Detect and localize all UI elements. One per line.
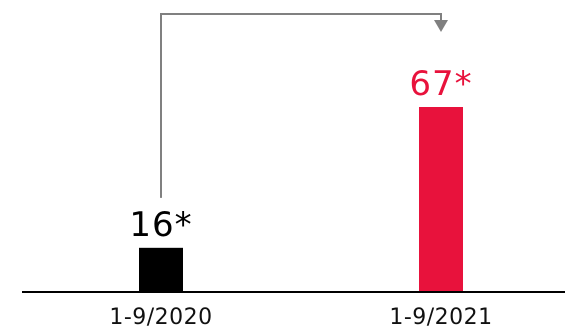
- x-tick-label-1-9/2020: 1-9/2020: [109, 305, 212, 330]
- value-label-1-9/2021: 67*: [409, 64, 472, 104]
- bar-1-9/2021: [419, 107, 463, 292]
- value-labels-group: 16* 67*: [129, 64, 472, 245]
- value-label-1-9/2020: 16*: [129, 205, 192, 245]
- x-tick-labels-group: 1-9/2020 1-9/2021: [109, 305, 492, 330]
- comparison-arrow-line: [160, 13, 442, 198]
- bar-1-9/2020: [139, 247, 183, 292]
- x-tick-label-1-9/2021: 1-9/2021: [389, 305, 492, 330]
- bars-group: [139, 107, 463, 292]
- arrow-head-icon: [434, 20, 448, 32]
- comparison-arrow: [160, 13, 448, 198]
